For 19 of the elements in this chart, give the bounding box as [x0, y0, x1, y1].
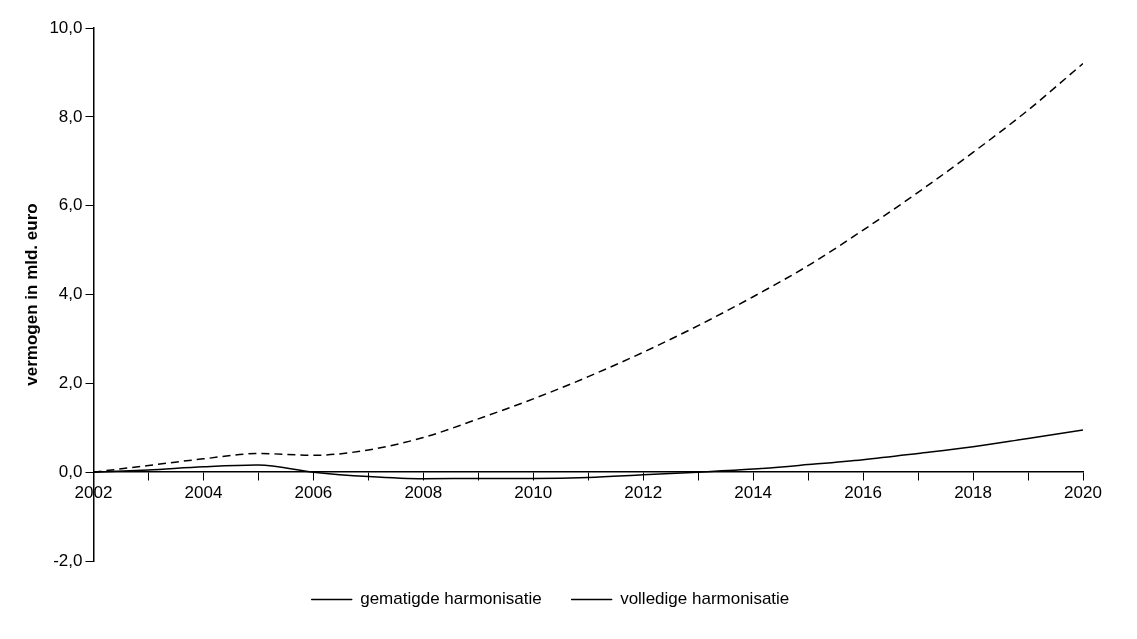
x-tick-label: 2010 — [514, 483, 553, 503]
y-tick-label: 0,0 — [58, 461, 83, 481]
y-axis-title: vermogen in mld. euro — [21, 203, 41, 386]
x-tick-label: 2012 — [624, 483, 663, 503]
y-tick-label: 8,0 — [58, 106, 83, 126]
y-tick-label: 10,0 — [49, 17, 83, 37]
x-tick-label: 2004 — [184, 483, 223, 503]
legend-label: gematigde harmonisatie — [360, 589, 542, 609]
x-tick-label: 2018 — [954, 483, 992, 503]
x-tick-label: 2020 — [1064, 483, 1102, 503]
y-tick-label: 6,0 — [58, 195, 83, 215]
x-tick-label: 2006 — [294, 483, 333, 503]
y-tick-label: 4,0 — [58, 284, 83, 304]
y-tick-label: 2,0 — [58, 373, 83, 393]
x-tick-label: 2016 — [844, 483, 883, 503]
x-tick-label: 2014 — [734, 483, 773, 503]
y-tick-label: -2,0 — [53, 550, 83, 570]
legend-label: volledige harmonisatie — [620, 589, 790, 609]
x-tick-label: 2008 — [404, 483, 443, 503]
